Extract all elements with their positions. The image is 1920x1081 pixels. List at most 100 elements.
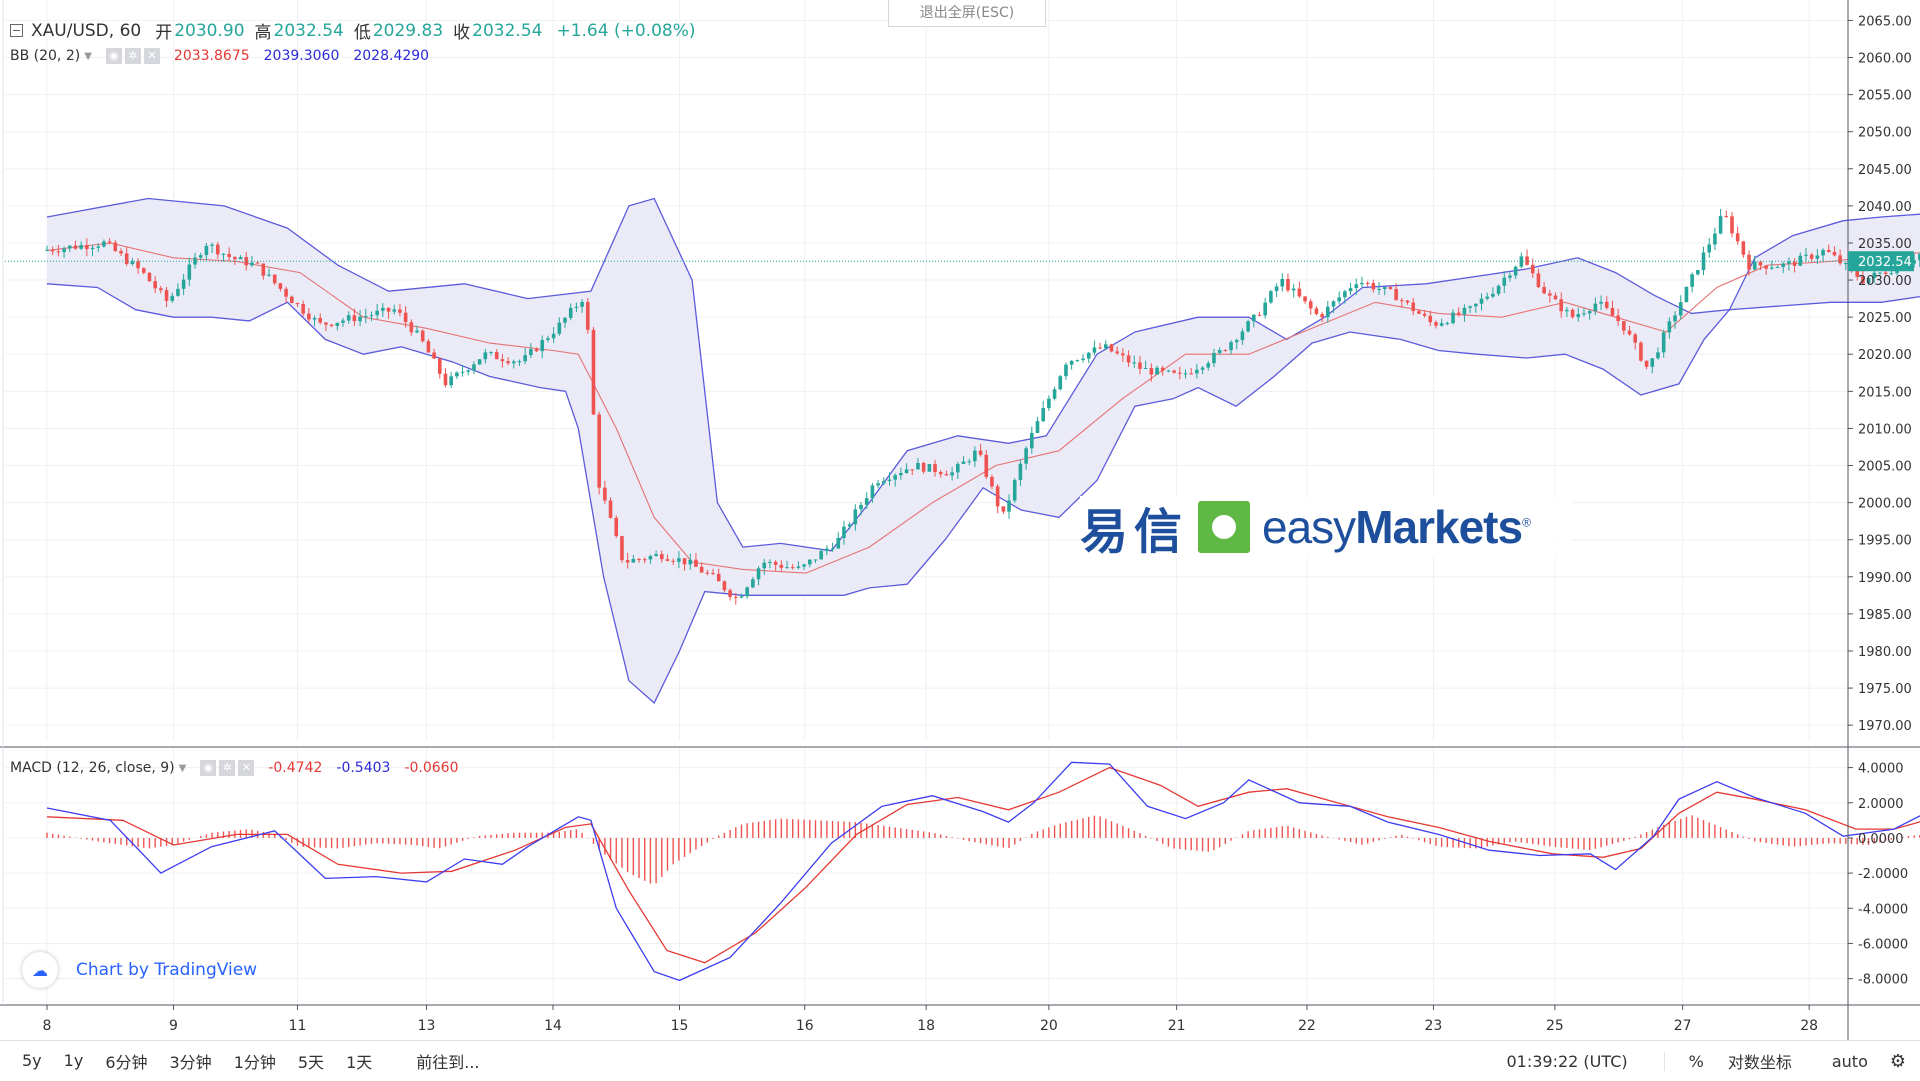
candle-body	[1553, 295, 1558, 300]
candle-body	[1530, 264, 1535, 274]
candle-body	[221, 253, 226, 255]
range-1y-button[interactable]: 1y	[63, 1051, 84, 1070]
eye-icon[interactable]: ◉	[105, 48, 122, 64]
eye-icon[interactable]: ◉	[200, 760, 217, 776]
candle-body	[255, 262, 260, 264]
candle-body	[1815, 255, 1820, 259]
collapse-pane-icon[interactable]	[10, 24, 23, 37]
candle-body	[1428, 315, 1433, 323]
candle-body	[1508, 275, 1512, 278]
candle-body	[329, 324, 334, 326]
time-tick-label: 20	[1040, 1018, 1058, 1034]
macd-scale[interactable]: 4.0000 2.0000 0.0000 -2.0000 -4.0000 -6.0000 -…	[1848, 762, 1908, 988]
range-6m-button[interactable]: 6分钟	[105, 1052, 148, 1072]
range-1d-button[interactable]: 1天	[346, 1052, 373, 1072]
candle-body	[961, 461, 966, 464]
candle-body	[1838, 255, 1842, 264]
close-icon[interactable]: ✕	[143, 48, 160, 64]
tradingview-cloud-icon[interactable]: ☁	[22, 952, 58, 988]
candle-body	[551, 333, 556, 339]
percent-scale-toggle[interactable]: %	[1663, 1051, 1704, 1071]
candle-body	[1491, 293, 1495, 297]
candle-body	[847, 524, 852, 527]
candle-body	[728, 590, 732, 597]
candle-body	[1764, 265, 1768, 269]
candle-body	[1058, 376, 1063, 390]
candle-body	[1912, 260, 1916, 264]
candle-body	[1752, 261, 1757, 270]
range-5d-button[interactable]: 5天	[297, 1052, 325, 1072]
candle-body	[477, 359, 482, 365]
logo-easy: easy	[1262, 501, 1356, 553]
candle-body	[933, 464, 937, 473]
goto-date-button[interactable]: 前往到...	[416, 1052, 480, 1072]
time-tick-label: 11	[289, 1018, 307, 1034]
candle-body	[141, 268, 146, 273]
settings-gear-icon[interactable]: ⚙	[1889, 1050, 1906, 1072]
candle-body	[335, 322, 340, 326]
candle-body	[1462, 307, 1467, 315]
bb-basis-value: 2033.8675	[173, 48, 250, 64]
macd-signal-value: -0.0660	[404, 760, 459, 776]
candle-body	[1861, 276, 1865, 284]
candle-body	[312, 317, 317, 320]
candle-body	[1382, 287, 1387, 289]
candle-body	[1394, 288, 1398, 301]
candle-body	[67, 245, 72, 249]
clock-readout: 01:39:22 (UTC)	[1506, 1051, 1628, 1071]
candle-body	[1855, 268, 1860, 277]
candle-body	[1439, 323, 1444, 326]
macd-menu-caret-icon[interactable]: ▼	[178, 762, 187, 774]
candle-body	[648, 556, 653, 560]
price-tick-label: 2055.00	[1858, 89, 1912, 104]
candle-body	[170, 295, 175, 301]
candle-body	[654, 554, 658, 557]
candle-body	[324, 322, 328, 325]
log-scale-toggle[interactable]: 对数坐标	[1727, 1053, 1792, 1072]
candle-body	[1035, 421, 1040, 433]
price-scale[interactable]: 2065.00 2060.00 2055.00 2050.00 2045.00 2040.…	[1848, 14, 1912, 734]
candle-body	[1172, 370, 1176, 373]
exit-fullscreen-button[interactable]: 退出全屏(ESC)	[888, 0, 1046, 27]
time-scale[interactable]: 8 9 11 13 14 15 16 18 20 21 22 23 25 27 28	[43, 1005, 1819, 1034]
range-1m-button[interactable]: 1分钟	[233, 1052, 276, 1072]
range-5y-button[interactable]: 5y	[22, 1051, 42, 1070]
gear-icon[interactable]: ✲	[219, 760, 236, 776]
candle-body	[864, 498, 869, 505]
bb-menu-caret-icon[interactable]: ▼	[84, 50, 92, 62]
logo-mark-icon	[1198, 501, 1251, 553]
range-3m-button[interactable]: 3分钟	[169, 1052, 212, 1072]
candle-body	[415, 330, 419, 333]
candle-body	[1821, 249, 1825, 256]
candle-body	[1434, 322, 1438, 326]
last-price-marker: 2032.54	[1848, 251, 1914, 272]
candle-body	[227, 253, 231, 258]
candle-body	[1787, 261, 1791, 264]
candle-body	[705, 572, 710, 574]
candle-body	[819, 551, 823, 560]
candle-body	[1052, 389, 1057, 399]
candle-body	[1400, 300, 1404, 302]
candle-body	[1388, 287, 1393, 289]
candle-body	[1104, 344, 1108, 349]
attribution-text[interactable]: Chart by TradingView	[76, 960, 258, 980]
tradingview-attribution[interactable]: ☁ Chart by TradingView	[22, 952, 257, 988]
macd-indicator-name[interactable]: MACD (12, 26, close, 9)	[10, 760, 175, 776]
candle-body	[1280, 278, 1285, 287]
candle-body	[802, 564, 806, 567]
bb-indicator-name[interactable]: BB (20, 2)	[10, 48, 81, 64]
candle-body	[1542, 287, 1546, 294]
candle-body	[1326, 306, 1330, 318]
candle-body	[398, 309, 402, 313]
time-tick-label: 14	[544, 1018, 562, 1034]
gear-icon[interactable]: ✲	[124, 48, 141, 64]
close-icon[interactable]: ✕	[238, 760, 255, 776]
candle-body	[1109, 344, 1114, 352]
candle-body	[1741, 241, 1746, 255]
candle-body	[420, 330, 425, 342]
candle-body	[1781, 263, 1786, 268]
auto-scale-toggle[interactable]: auto	[1831, 1051, 1868, 1071]
symbol-name[interactable]: XAU/USD, 60	[31, 20, 142, 41]
candle-body	[198, 255, 203, 258]
